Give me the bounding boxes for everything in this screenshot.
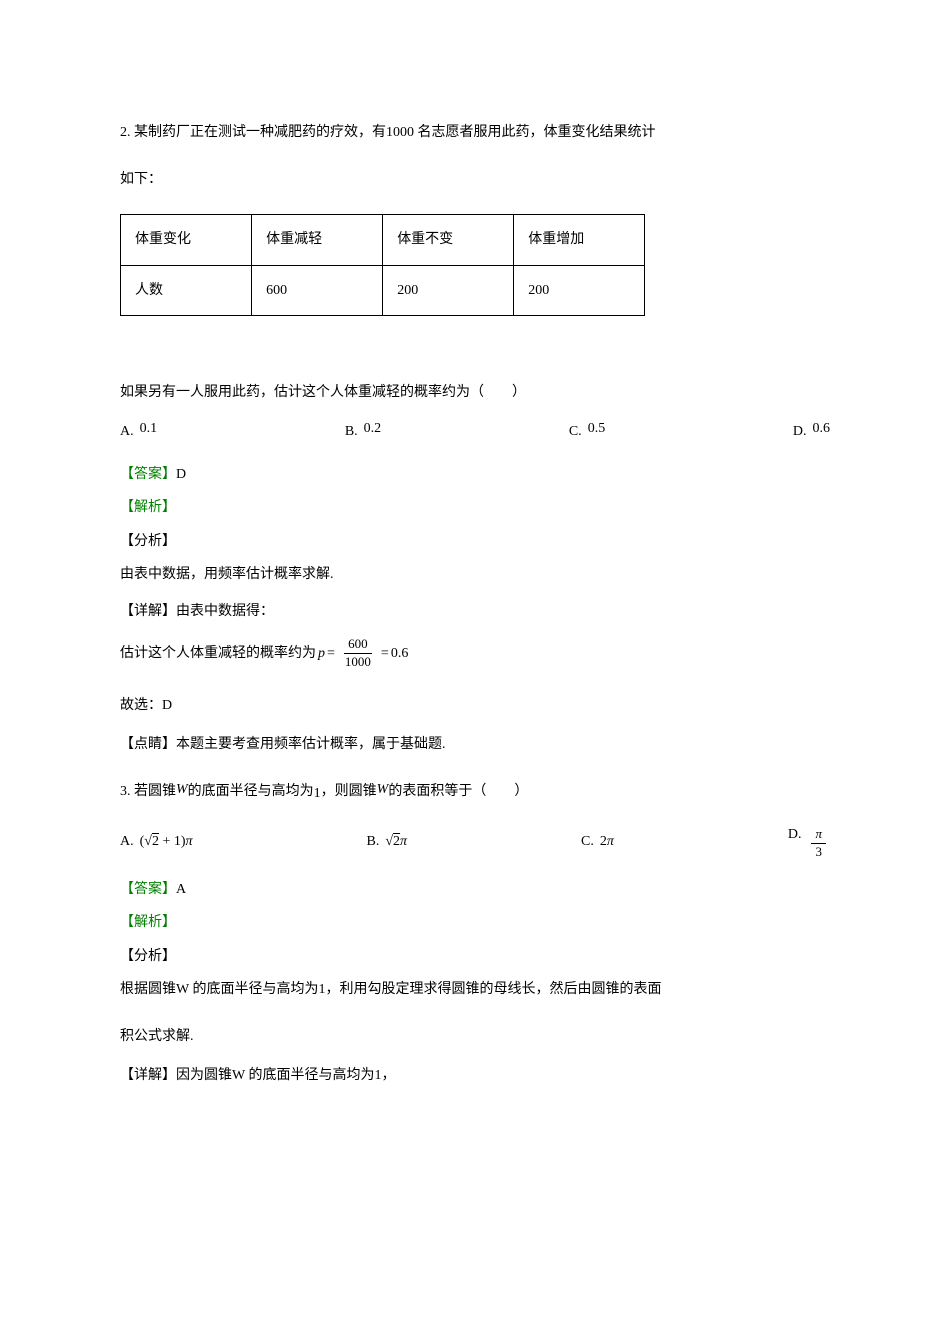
- table-data-row: 人数 600 200 200: [121, 265, 645, 315]
- q2-data-table: 体重变化 体重减轻 体重不变 体重增加 人数 600 200 200: [120, 214, 645, 315]
- q2-answer-line: 【答案】D: [120, 462, 830, 487]
- q2-problem-line-1: 2. 某制药厂正在测试一种减肥药的疗效，有1000 名志愿者服用此药，体重变化结…: [120, 120, 830, 145]
- formula-p: p: [318, 641, 325, 666]
- opt-b-pi: π: [400, 834, 407, 849]
- table-row-value: 600: [252, 265, 383, 315]
- table-row-value: 200: [383, 265, 514, 315]
- option-label: C.: [581, 829, 594, 854]
- fraction-denominator: 1000: [341, 654, 375, 671]
- q3-answer-line: 【答案】A: [120, 877, 830, 902]
- opt-c-two: 2: [600, 834, 607, 849]
- q2-conclusion: 故选：D: [120, 693, 830, 718]
- opt-d-pi: π: [811, 826, 826, 844]
- option-value: 0.5: [588, 416, 606, 441]
- q3-w2: W: [377, 777, 389, 802]
- option-label: B.: [367, 829, 380, 854]
- q2-option-b: B. 0.2: [345, 419, 381, 444]
- dianqing-label: 【点睛】: [120, 737, 176, 752]
- option-value: 0.6: [813, 416, 831, 441]
- table-row-label: 人数: [121, 265, 252, 315]
- q2-option-a: A. 0.1: [120, 419, 157, 444]
- q3-one1: 1: [314, 781, 321, 806]
- q3-fenxi-label: 【分析】: [120, 944, 830, 969]
- q2-problem-line-2: 如下：: [120, 167, 830, 192]
- q3-option-d: D. π 3: [788, 822, 830, 861]
- q3-problem: 3. 若圆锥 W 的底面半径与高均为 1 ，则圆锥 W 的表面积等于（ ）: [120, 779, 830, 804]
- formula-eq1: =: [327, 641, 335, 666]
- analysis-label: 【解析】: [120, 915, 176, 930]
- q2-option-d: D. 0.6: [793, 419, 830, 444]
- q2-formula-line: 估计这个人体重减轻的概率约为 p = 600 1000 = 0.6: [120, 636, 830, 671]
- answer-value: D: [176, 467, 186, 482]
- table-header-cell: 体重不变: [383, 215, 514, 265]
- option-label: D.: [788, 822, 802, 847]
- answer-label: 【答案】: [120, 882, 176, 897]
- detail-text: 由表中数据得：: [176, 604, 274, 619]
- option-label: A.: [120, 829, 134, 854]
- q3-mid1: 的底面半径与高均为: [188, 779, 314, 804]
- analysis-label: 【解析】: [120, 500, 176, 515]
- opt-a-sqrt: 2: [152, 834, 159, 849]
- fraction-numerator: 600: [344, 636, 372, 654]
- q2-analysis-label: 【解析】: [120, 495, 830, 520]
- dianqing-text: 本题主要考查用频率估计概率，属于基础题.: [176, 737, 446, 752]
- table-header-row: 体重变化 体重减轻 体重不变 体重增加: [121, 215, 645, 265]
- formula-result: 0.6: [391, 641, 409, 666]
- q2-options-row: A. 0.1 B. 0.2 C. 0.5 D. 0.6: [120, 419, 830, 444]
- option-label: C.: [569, 419, 582, 444]
- opt-a-pi: π: [186, 834, 193, 849]
- opt-c-pi: π: [607, 834, 614, 849]
- formula-eq2: =: [381, 641, 389, 666]
- q3-option-b: B. √2π: [367, 829, 408, 854]
- q3-fenxi-text1: 根据圆锥W 的底面半径与高均为1，利用勾股定理求得圆锥的母线长，然后由圆锥的表面: [120, 977, 830, 1002]
- q3-fenxi-text2: 积公式求解.: [120, 1024, 830, 1049]
- q2-follow-up: 如果另有一人服用此药，估计这个人体重减轻的概率约为（ ）: [120, 380, 830, 405]
- formula-prefix: 估计这个人体重减轻的概率约为: [120, 641, 316, 666]
- q3-prefix: 3. 若圆锥: [120, 779, 176, 804]
- detail-label: 【详解】: [120, 1068, 176, 1083]
- q3-analysis-label: 【解析】: [120, 910, 830, 935]
- formula-fraction: 600 1000: [341, 636, 375, 671]
- table-header-cell: 体重减轻: [252, 215, 383, 265]
- opt-b-sqrt: 2: [393, 834, 400, 849]
- opt-d-den: 3: [811, 844, 826, 861]
- q2-option-c: C. 0.5: [569, 419, 605, 444]
- option-label: B.: [345, 419, 358, 444]
- formula-expression: p = 600 1000 = 0.6: [316, 636, 408, 671]
- option-label: D.: [793, 419, 807, 444]
- q2-dianqing-line: 【点睛】本题主要考查用频率估计概率，属于基础题.: [120, 732, 830, 757]
- detail-text: 因为圆锥W 的底面半径与高均为1，: [176, 1068, 395, 1083]
- opt-a-plus: + 1): [159, 834, 186, 849]
- q3-option-a: A. (√2 + 1)π: [120, 829, 193, 854]
- option-value: 0.1: [140, 416, 158, 441]
- q3-mid3: 的表面积等于（ ）: [388, 779, 528, 804]
- option-value: 0.2: [364, 416, 382, 441]
- q2-fenxi-label: 【分析】: [120, 529, 830, 554]
- q3-options-row: A. (√2 + 1)π B. √2π C. 2π D. π 3: [120, 822, 830, 861]
- option-value: π 3: [811, 826, 826, 861]
- table-header-cell: 体重变化: [121, 215, 252, 265]
- option-value: 2π: [600, 829, 614, 854]
- q3-detail-line: 【详解】因为圆锥W 的底面半径与高均为1，: [120, 1063, 830, 1088]
- answer-label: 【答案】: [120, 467, 176, 482]
- q3-mid2: ，则圆锥: [321, 779, 377, 804]
- q2-fenxi-text: 由表中数据，用频率估计概率求解.: [120, 562, 830, 587]
- option-label: A.: [120, 419, 134, 444]
- answer-value: A: [176, 882, 186, 897]
- detail-label: 【详解】: [120, 604, 176, 619]
- table-row-value: 200: [514, 265, 645, 315]
- option-value: (√2 + 1)π: [140, 829, 193, 854]
- q3-option-c: C. 2π: [581, 829, 614, 854]
- option-value: √2π: [385, 829, 407, 854]
- table-header-cell: 体重增加: [514, 215, 645, 265]
- q3-w1: W: [176, 777, 188, 802]
- q2-detail-line: 【详解】由表中数据得：: [120, 599, 830, 624]
